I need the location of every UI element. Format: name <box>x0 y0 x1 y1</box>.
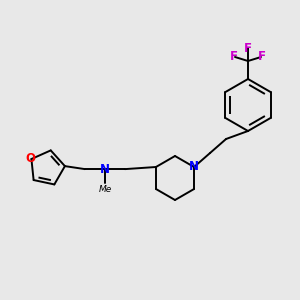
Text: N: N <box>189 160 199 173</box>
Text: F: F <box>258 50 266 64</box>
Text: Me: Me <box>98 184 112 194</box>
Text: F: F <box>244 41 252 55</box>
Text: O: O <box>26 152 35 166</box>
Text: N: N <box>100 163 110 176</box>
Text: F: F <box>230 50 238 64</box>
